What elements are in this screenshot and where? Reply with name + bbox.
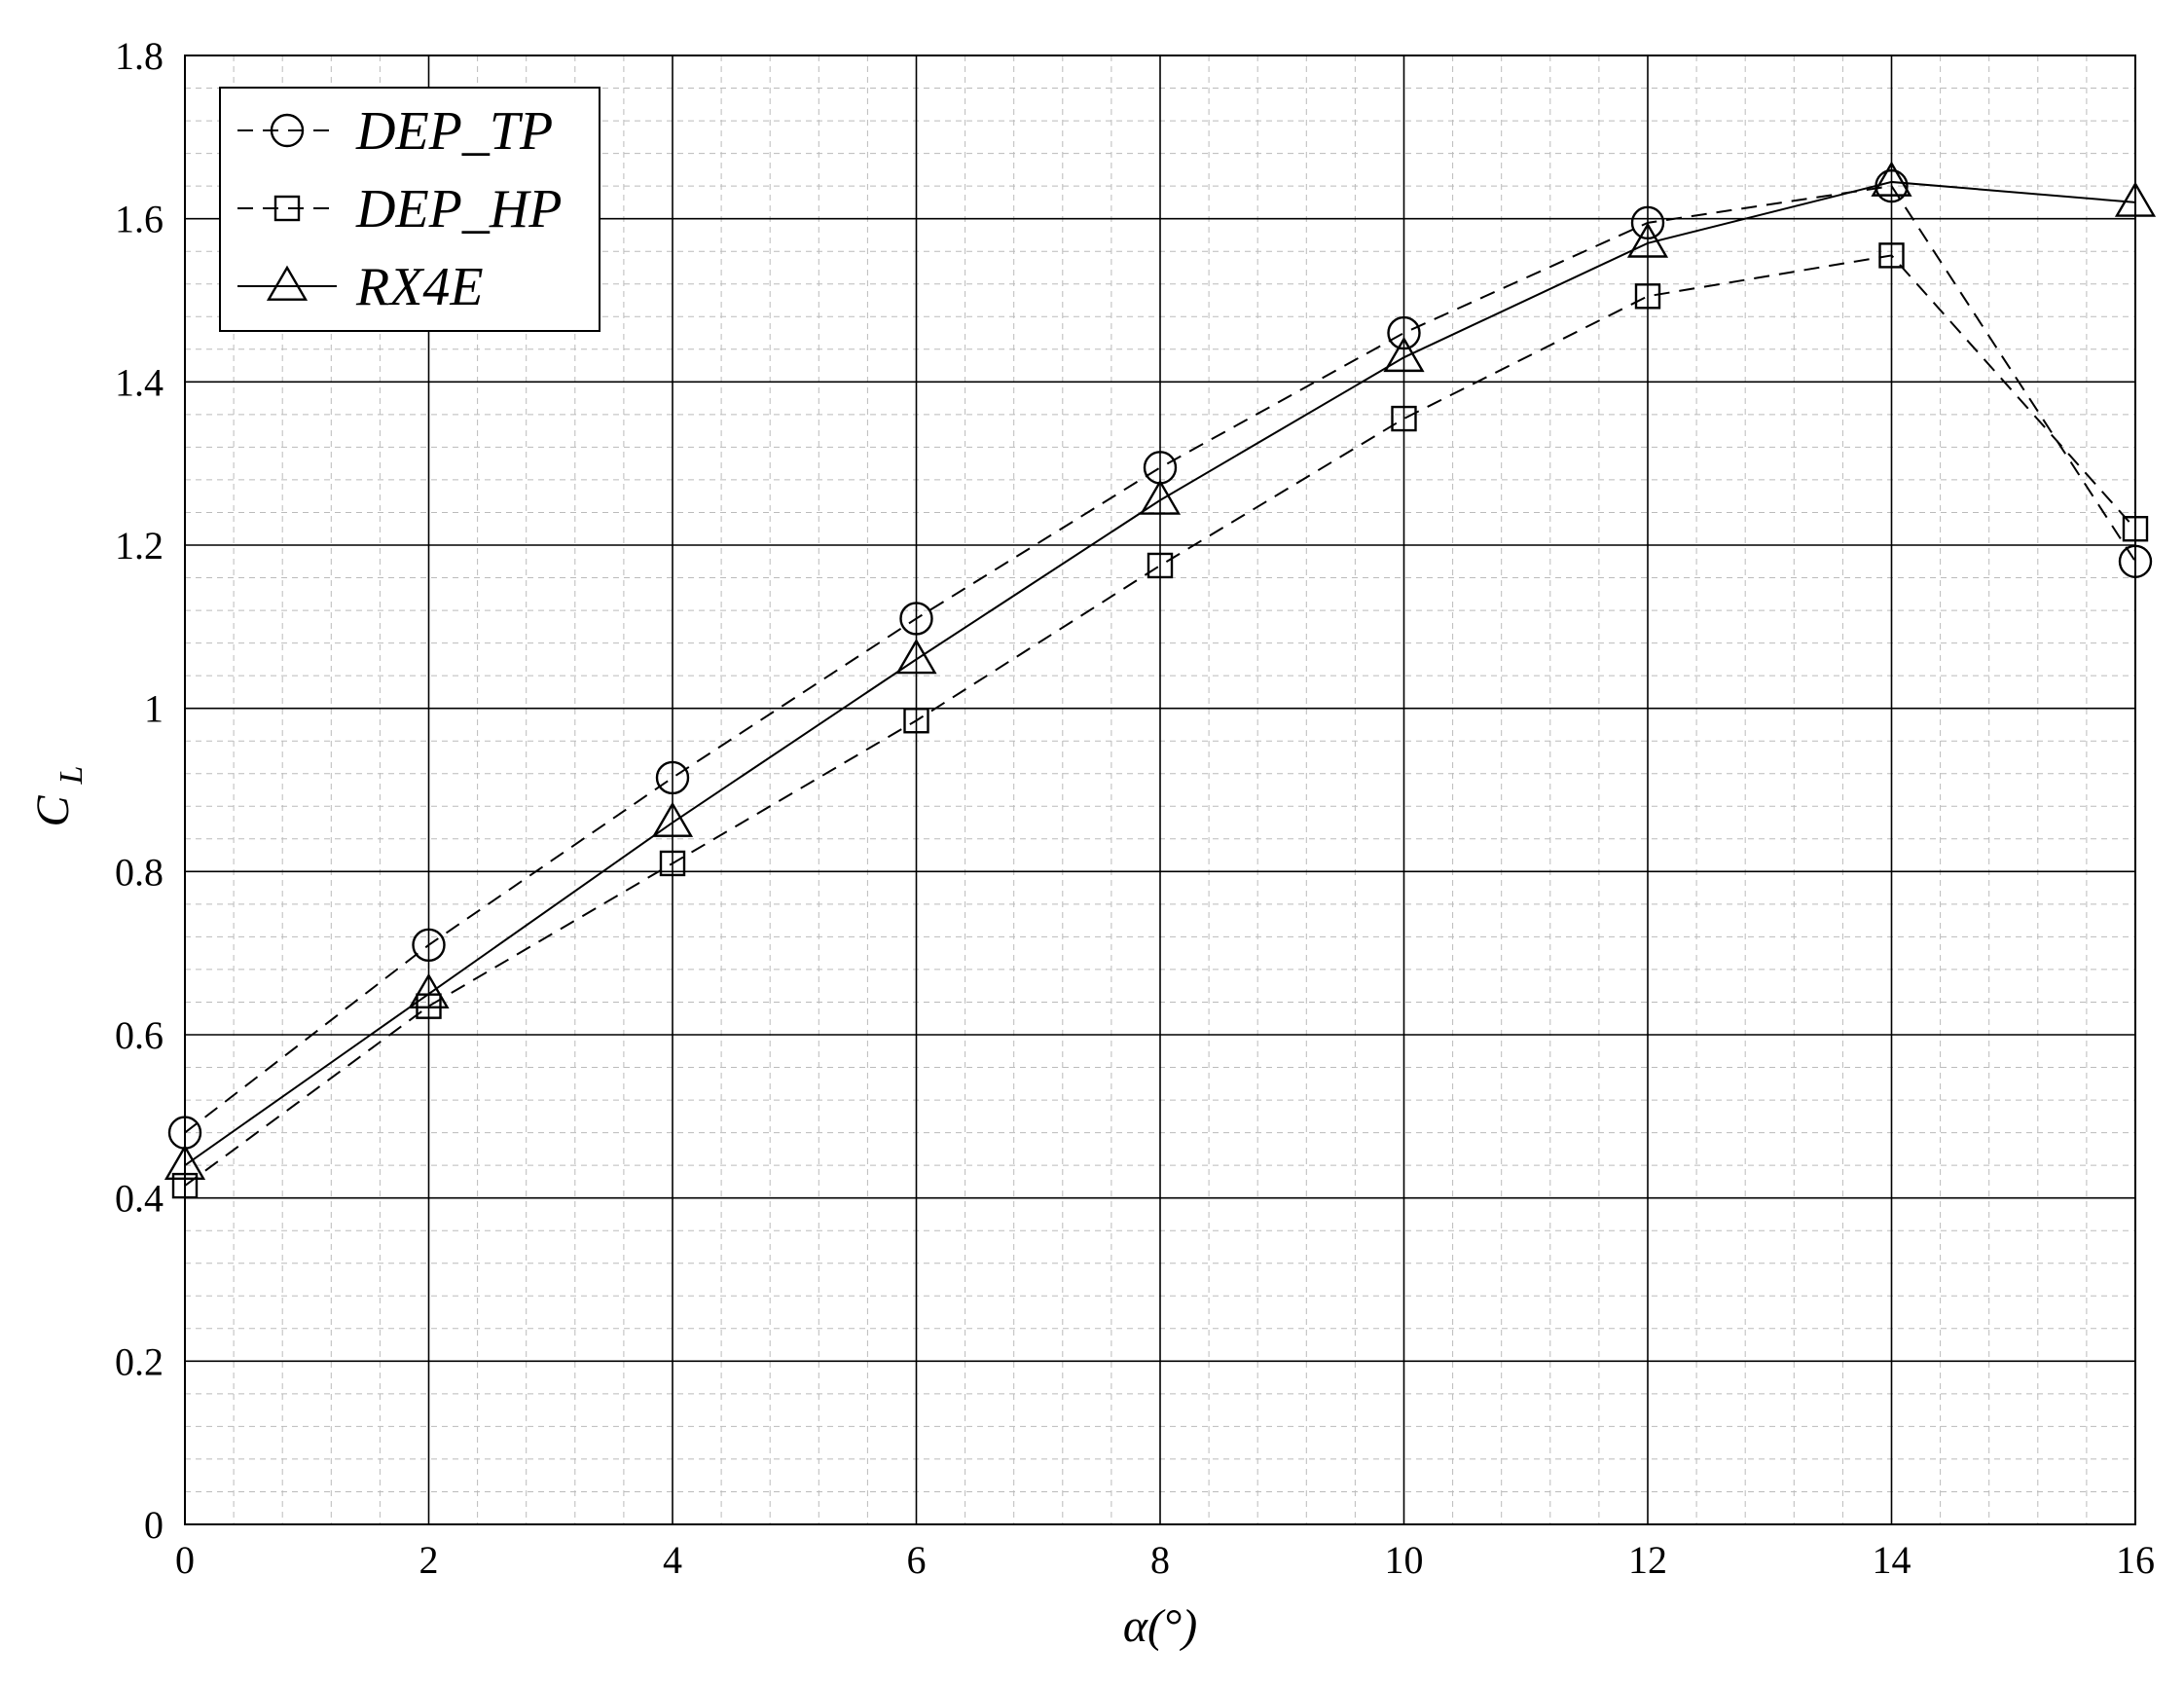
series-line-rx4e xyxy=(184,180,2136,1166)
series-rx4e xyxy=(164,161,2157,1181)
data-point-dep-hp xyxy=(1634,283,1661,310)
y-axis-label-main: C xyxy=(27,795,79,827)
data-point-dep-hp xyxy=(659,850,686,877)
x-tick-label: 8 xyxy=(1150,1538,1170,1582)
data-point-dep-hp xyxy=(1391,405,1417,432)
y-tick-label: 1 xyxy=(144,687,164,731)
legend-label-dep-tp: DEP_TP xyxy=(355,101,553,162)
legend-marker-dep-hp xyxy=(273,195,301,222)
y-tick-label: 1.6 xyxy=(115,198,164,241)
data-point-dep-hp xyxy=(1878,242,1905,269)
data-point-rx4e xyxy=(895,638,937,675)
legend: DEP_TP DEP_HP RX4E xyxy=(219,87,601,332)
data-point-dep-hp xyxy=(903,708,929,734)
y-axis-label-subscript: L xyxy=(54,766,90,786)
y-tick-label: 0.2 xyxy=(115,1339,164,1383)
data-point-dep-hp xyxy=(1147,552,1174,579)
x-tick-label: 0 xyxy=(175,1538,195,1582)
x-axis-label: α(°) xyxy=(1123,1600,1197,1652)
series-layer xyxy=(164,161,2157,1199)
plot-frame xyxy=(184,55,2136,1525)
data-point-rx4e xyxy=(408,972,450,1008)
data-point-dep-tp xyxy=(1630,205,1665,240)
legend-box xyxy=(219,87,601,332)
legend-label-dep-hp: DEP_HP xyxy=(355,179,563,239)
data-point-rx4e xyxy=(1626,222,1669,258)
data-point-rx4e xyxy=(1139,479,1182,515)
y-tick-label: 1.8 xyxy=(115,34,164,78)
legend-label-rx4e: RX4E xyxy=(355,257,484,317)
series-line-dep-tp xyxy=(184,185,2136,1134)
y-tick-label: 1.2 xyxy=(115,524,164,568)
y-tick-label: 0.8 xyxy=(115,850,164,894)
data-point-dep-tp xyxy=(412,928,446,962)
data-point-dep-tp xyxy=(655,760,690,795)
x-tick-label: 14 xyxy=(1873,1538,1911,1582)
data-point-rx4e xyxy=(1383,336,1425,373)
y-axis-label: C L xyxy=(27,766,90,827)
x-tick-label: 10 xyxy=(1385,1538,1424,1582)
data-point-rx4e xyxy=(1871,161,1912,197)
x-tick-label: 16 xyxy=(2116,1538,2155,1582)
y-tick-label: 0 xyxy=(144,1503,164,1547)
data-point-dep-tp xyxy=(899,602,933,636)
x-tick-label: 12 xyxy=(1628,1538,1667,1582)
x-tick-label: 4 xyxy=(663,1538,682,1582)
series-line-dep-hp xyxy=(184,254,2136,1187)
data-point-rx4e xyxy=(651,801,694,837)
x-tick-label: 2 xyxy=(419,1538,439,1582)
y-tick-label: 1.4 xyxy=(115,360,164,404)
data-point-dep-tp xyxy=(1387,315,1421,350)
legend-marker-rx4e xyxy=(266,265,309,301)
series-dep-tp xyxy=(167,168,2153,1150)
y-tick-label: 0.6 xyxy=(115,1013,164,1057)
y-tick-label: 0.4 xyxy=(115,1177,164,1221)
x-tick-label: 6 xyxy=(907,1538,927,1582)
legend-marker-dep-tp xyxy=(270,113,305,148)
y-tick-labels: 0 0.2 0.4 0.6 0.8 1 1.2 1.4 1.6 1.8 xyxy=(115,34,164,1547)
x-tick-labels: 0 2 4 6 8 10 12 14 16 xyxy=(175,1538,2155,1582)
